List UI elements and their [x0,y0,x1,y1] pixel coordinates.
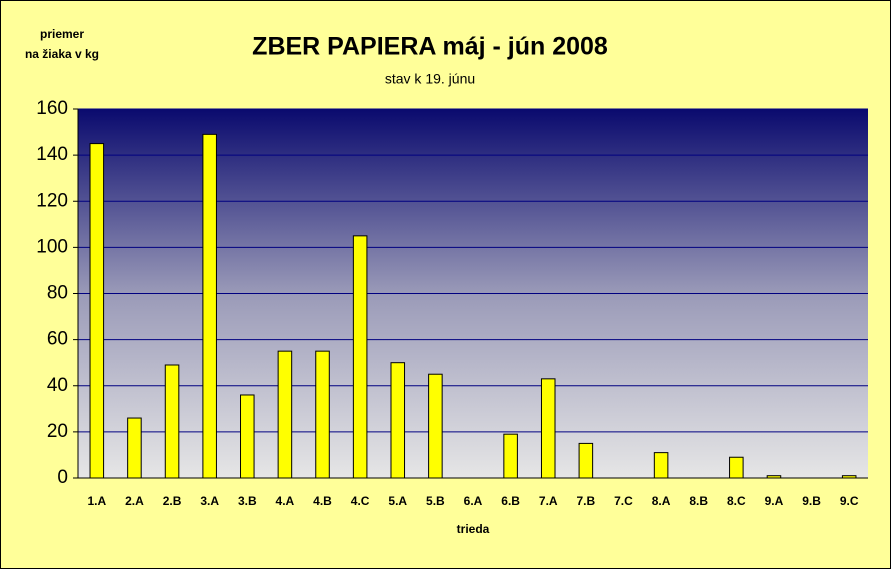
bar [503,433,518,479]
y-tick-label: 20 [47,421,68,442]
bar [240,394,255,479]
x-tick-label: 5.A [388,494,407,508]
x-tick-label: 8.C [727,494,746,508]
bar [315,350,330,479]
chart-title: ZBER PAPIERA máj - jún 2008 [252,33,608,61]
bar [164,364,180,479]
y-tick-label: 160 [36,98,68,119]
y-tick-label: 60 [47,329,68,350]
x-tick-label: 3.B [238,494,257,508]
x-tick-label: 6.A [464,494,483,508]
bar [428,373,443,479]
bar [352,235,368,479]
y-axis-label: na žiaka v kg [25,47,99,61]
y-axis-label: priemer [40,27,84,41]
x-tick-label: 2.B [163,494,182,508]
y-tick-label: 0 [57,467,68,488]
y-tick-label: 40 [47,375,68,396]
bar [277,350,293,479]
bar [390,362,406,479]
y-tick-label: 140 [36,144,68,165]
bar [841,475,857,479]
x-tick-label: 8.A [652,494,671,508]
y-tick-label: 80 [47,283,68,304]
x-tick-label: 4.B [313,494,332,508]
bar [729,456,744,479]
x-axis-label: trieda [457,522,490,536]
x-tick-label: 7.C [614,494,633,508]
x-tick-label: 8.B [689,494,708,508]
bar [540,378,556,479]
bar [766,475,782,479]
bar [127,417,142,479]
x-tick-label: 5.B [426,494,445,508]
bar [578,442,594,479]
x-tick-label: 9.A [765,494,784,508]
x-tick-label: 2.A [125,494,144,508]
x-tick-label: 9.B [802,494,821,508]
x-tick-label: 7.B [577,494,596,508]
chart-subtitle: stav k 19. júnu [385,71,475,87]
bar [89,143,105,479]
y-tick-label: 100 [36,236,68,257]
x-tick-label: 4.A [276,494,295,508]
x-tick-label: 9.C [840,494,859,508]
x-tick-label: 1.A [87,494,106,508]
y-tick-label: 120 [36,190,68,211]
bar [653,452,669,479]
bar [202,133,217,479]
x-tick-label: 4.C [351,494,370,508]
x-tick-label: 3.A [200,494,219,508]
x-tick-label: 7.A [539,494,558,508]
x-tick-label: 6.B [501,494,520,508]
